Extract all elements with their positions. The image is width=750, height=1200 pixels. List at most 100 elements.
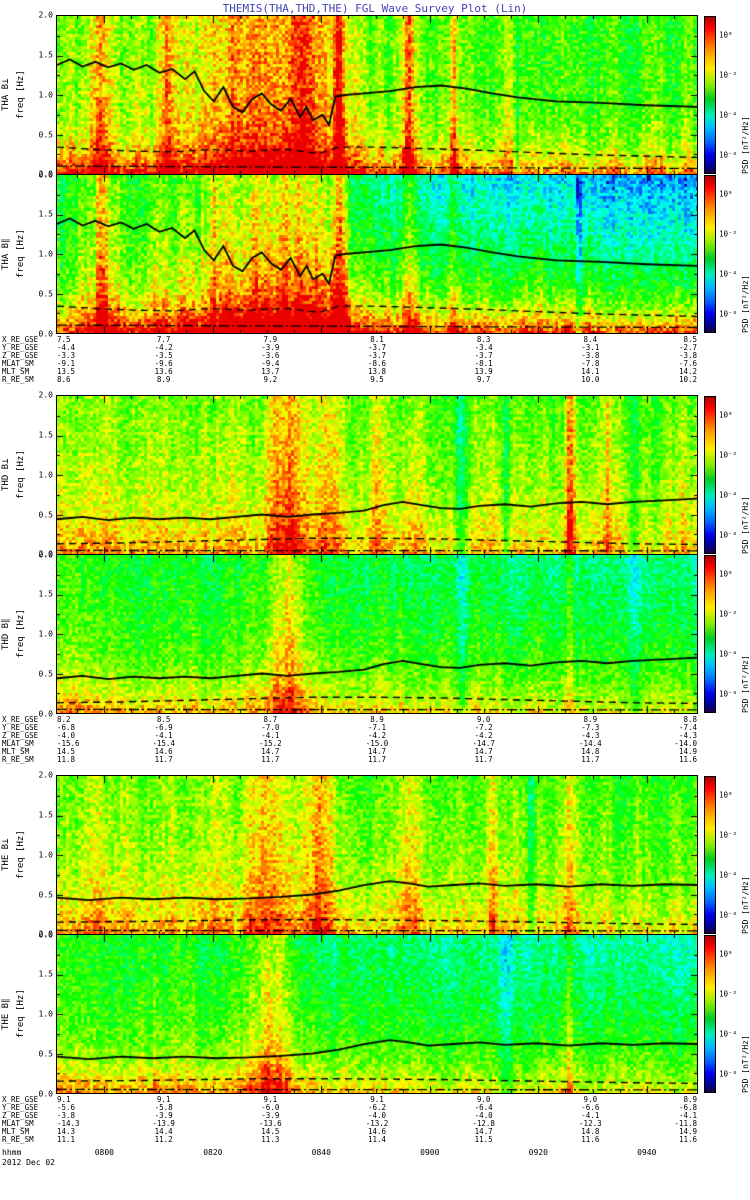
annotation-value: 10.0 (581, 375, 600, 384)
annotation-value: 14.1 (581, 367, 600, 376)
colorbar-tick-label: 10⁰ (719, 790, 733, 800)
annotation-row-label: Y_RE_GSE (2, 723, 39, 732)
annotation-row: X_RE_GSE 8.2 8.5 8.7 8.9 9.0 8.9 8.8 (2, 716, 697, 724)
colorbar (704, 396, 716, 554)
colorbar-tick-label: 10⁻² (719, 609, 738, 619)
y-axis-title: freq [Hz] (16, 609, 26, 659)
annotation-value: -5.6 (57, 1103, 76, 1112)
annotation-value: 14.7 (367, 747, 387, 756)
annotation-value: 13.7 (261, 367, 280, 376)
annotation-value: -15.4 (152, 739, 175, 748)
annotation-value: -8.1 (474, 359, 493, 368)
annotation-row: R_RE_SM 11.8 11.7 11.7 11.7 11.7 11.7 11.6 (2, 755, 697, 764)
annotation-value: -3.7 (367, 351, 387, 360)
annotation-row: MLAT_SM -9.1 -9.6 -9.4 -8.6 -8.1 -7.8 -7.6 (2, 359, 697, 368)
colorbar-tick-label: 10⁻⁴ (719, 649, 738, 659)
annotation-value: 14.7 (474, 747, 493, 756)
colorbar-tick-label: 10⁻⁶ (719, 689, 738, 699)
annotation-value: -7.2 (474, 723, 493, 732)
annotation-value: -13.9 (152, 1119, 175, 1128)
annotation-value: 11.1 (57, 1135, 76, 1144)
annotation-row-label: MLT_SM (2, 747, 30, 756)
annotation-value: -4.1 (581, 1111, 600, 1120)
annotation-value: 11.7 (154, 755, 173, 764)
annotation-value: -6.6 (581, 1103, 600, 1112)
y-tick-label: 0.5 (38, 289, 53, 299)
annotation-value: -7.6 (678, 359, 697, 368)
annotation-value: -3.8 (581, 351, 600, 360)
annotation-value: -6.8 (57, 723, 76, 732)
time-axis-label: hhmm (2, 1148, 22, 1157)
colorbar-tick-label: 10⁰ (719, 949, 733, 959)
annotation-value: -3.7 (474, 351, 493, 360)
y-tick-label: 1.0 (38, 629, 53, 639)
annotation-value: 7.7 (156, 335, 171, 344)
annotation-value: 14.7 (261, 747, 280, 756)
annotation-value: -8.6 (367, 359, 387, 368)
annotation-row: Z_RE_GSE -3.3 -3.5 -3.6 -3.7 -3.7 -3.8 -3.8 (2, 351, 697, 360)
annotation-value: 11.4 (367, 1135, 387, 1144)
annotation-value: -4.0 (57, 731, 76, 740)
y-tick-label: 2.0 (38, 549, 53, 559)
colorbar-title: PSD [nT²/Hz] (741, 275, 750, 333)
annotation-row-label: X_RE_GSE (2, 715, 39, 724)
annotation-row-label: Z_RE_GSE (2, 731, 39, 740)
colorbar-tick-label: 10⁻² (719, 830, 738, 840)
annotation-value: 11.6 (678, 1135, 697, 1144)
probe-group-the: THE B⊥ freq [Hz] 2.0 1.5 1.0 0.5 0.0 10⁰ 10⁻² 10⁻… (0, 771, 750, 1144)
annotation-value: -9.4 (261, 359, 280, 368)
annotation-row: R_RE_SM 8.6 8.9 9.2 9.5 9.7 10.0 10.2 (2, 375, 697, 384)
position-annotations: X_RE_GSE 7.5 7.7 7.9 8.1 8.3 8.4 8.5 Y_RE_GSE -4.… (2, 335, 697, 384)
colorbar-title: PSD [nT²/Hz] (741, 655, 750, 713)
annotation-row: X_RE_GSE 7.5 7.7 7.9 8.1 8.3 8.4 8.5 (2, 335, 697, 344)
y-axis-title: freq [Hz] (16, 450, 26, 500)
spectrogram-plot-area (56, 554, 698, 714)
annotation-value: -4.2 (154, 343, 173, 352)
annotation-value: 14.6 (154, 747, 173, 756)
annotation-row-label: R_RE_SM (2, 1135, 34, 1144)
colorbar-title: PSD [nT²/Hz] (741, 876, 750, 934)
y-tick-label: 1.0 (38, 90, 53, 100)
annotation-value: -3.9 (261, 343, 280, 352)
annotation-row-label: MLAT_SM (2, 739, 34, 748)
y-axis-gutter: THE B∥ freq [Hz] 2.0 1.5 1.0 0.5 0.0 (0, 930, 56, 1099)
colorbar-tick-label: 10⁻² (719, 229, 738, 239)
annotation-value: -7.0 (261, 723, 280, 732)
spectrogram-canvas-thd-B-perp (56, 395, 698, 555)
y-tick-label: 1.0 (38, 470, 53, 480)
annotation-value: 11.7 (367, 755, 387, 764)
colorbar-tick-label: 10⁻⁴ (719, 870, 738, 880)
annotation-value: 14.3 (57, 1127, 76, 1136)
annotation-row: X_RE_GSE 9.1 9.1 9.1 9.1 9.0 9.0 8.9 (2, 1095, 697, 1104)
spectrogram-canvas-the-B-perp (56, 775, 698, 935)
annotation-value: -4.4 (57, 343, 76, 352)
annotation-value: -14.0 (674, 739, 697, 748)
spectrogram-canvas-tha-B-parallel (56, 174, 698, 334)
annotation-row-label: Z_RE_GSE (2, 351, 39, 360)
annotation-value: 9.1 (263, 1095, 278, 1104)
y-tick-label: 1.5 (38, 969, 53, 979)
y-tick-label: 0.0 (38, 329, 53, 339)
y-tick-label: 2.0 (38, 770, 53, 780)
annotation-value: 9.1 (57, 1095, 71, 1104)
y-axis-title: freq [Hz] (16, 830, 26, 880)
annotation-value: -6.4 (474, 1103, 493, 1112)
annotation-value: 11.8 (57, 755, 76, 764)
annotation-value: -14.4 (579, 739, 602, 748)
annotation-value: 9.5 (370, 375, 384, 384)
annotation-row-label: R_RE_SM (2, 375, 34, 384)
colorbar (704, 935, 716, 1093)
annotation-value: -15.0 (365, 739, 389, 748)
annotation-value: -4.3 (581, 731, 600, 740)
colorbar-zone: 10⁰ 10⁻² 10⁻⁴ 10⁻⁶ PSD [nT²/Hz] (698, 174, 750, 334)
y-tick-label: 1.5 (38, 209, 53, 219)
y-tick-label: 0.0 (38, 170, 53, 180)
annotation-row-label: X_RE_GSE (2, 1095, 39, 1104)
annotation-value: 8.5 (683, 335, 697, 344)
colorbar-tick-label: 10⁻⁶ (719, 1069, 738, 1079)
annotation-value: 14.5 (261, 1127, 280, 1136)
time-axis: 0800 0820 0840 0900 0920 0940 hhmm 2012 Dec 02 (2, 1146, 697, 1170)
annotation-row: Y_RE_GSE -4.4 -4.2 -3.9 -3.7 -3.4 -3.1 -2.7 (2, 343, 697, 352)
annotation-value: 14.6 (367, 1127, 387, 1136)
spectrogram-canvas-thd-B-parallel (56, 554, 698, 714)
